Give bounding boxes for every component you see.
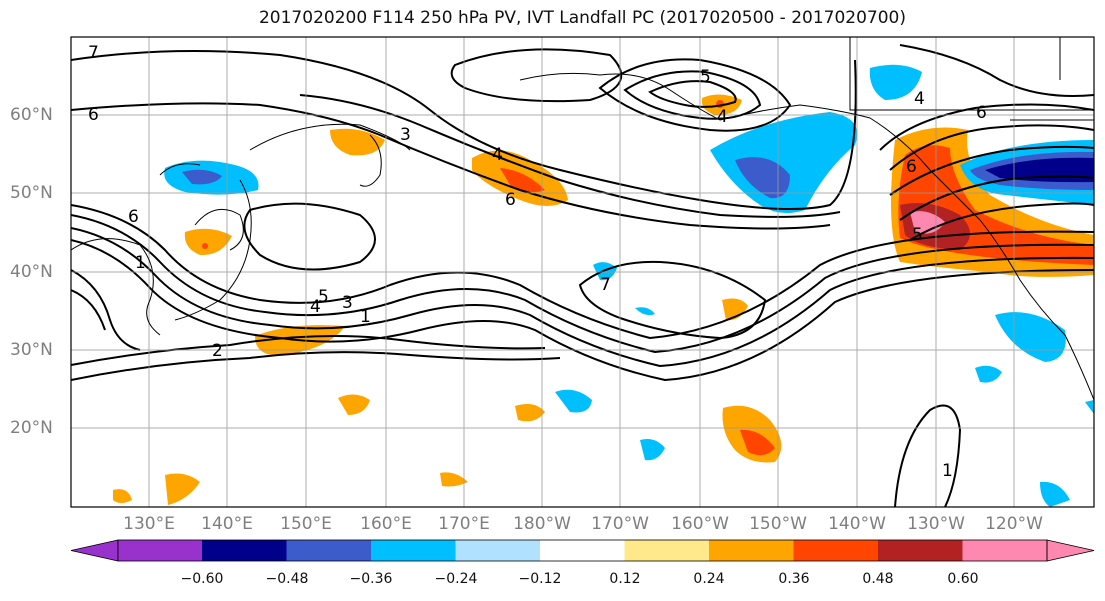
contour-label: 3 (400, 125, 411, 145)
colorbar-tick-label: −0.24 (434, 571, 478, 587)
colorbar-tick-label: 0.48 (862, 571, 894, 587)
contour-label: 6 (505, 190, 516, 210)
colorbar-tick-label: −0.60 (180, 571, 224, 587)
colorbar-extend-low (70, 539, 119, 562)
colorbar-tick-label: 0.36 (778, 571, 810, 587)
colorbar-segment (202, 540, 287, 561)
colorbar-tick-label: 0.12 (609, 571, 641, 587)
colorbar-segment (371, 540, 456, 561)
lon-label: 160°E (360, 514, 412, 534)
lat-label: 60°N (10, 105, 53, 125)
colorbar-segment (793, 540, 878, 561)
contour-label: 4 (310, 297, 321, 317)
contour-label: 4 (914, 89, 925, 109)
coastlines (71, 37, 1094, 401)
contour-label: 4 (717, 107, 728, 127)
colorbar-segment (709, 540, 794, 561)
colorbar-tick-label: −0.48 (265, 571, 309, 587)
contour-label: 3 (342, 293, 353, 313)
lon-label: 140°W (828, 514, 886, 534)
colorbar-segment (540, 540, 625, 561)
map-frame (70, 36, 1095, 508)
colorbar-tick-label: −0.12 (518, 571, 562, 587)
contour-label: 1 (135, 253, 146, 273)
contour-label: 5 (912, 225, 923, 245)
lon-label: 150°E (280, 514, 332, 534)
contour-label-group: 7 6 6 6 5 4 4 4 3 3 2 1 1 6 5 4 6 5 1 7 (88, 43, 987, 481)
contour-label: 6 (906, 157, 917, 177)
colorbar-segment (286, 540, 371, 561)
contour-label: 5 (318, 287, 329, 307)
lon-label: 150°W (749, 514, 807, 534)
lon-label: 170°W (591, 514, 649, 534)
colorbar-tick-label: 0.24 (693, 571, 725, 587)
lon-label: 120°W (985, 514, 1043, 534)
contour-label: 6 (88, 105, 99, 125)
contour-label: 5 (700, 67, 711, 87)
lon-label: 170°E (438, 514, 490, 534)
lon-label: 130°W (907, 514, 965, 534)
lon-label: 130°E (123, 514, 175, 534)
figure-title: 2017020200 F114 250 hPa PV, IVT Landfall… (258, 8, 906, 28)
pv-contours (71, 44, 1094, 507)
lat-label: 30°N (10, 340, 53, 360)
colorbar-segment (455, 540, 540, 561)
colorbar-segment (118, 540, 202, 561)
lon-label: 180°W (513, 514, 571, 534)
contour-label: 6 (976, 103, 987, 123)
colorbar-segment (878, 540, 963, 561)
graticule (71, 37, 1094, 507)
contour-label: 1 (360, 307, 371, 327)
contour-label: 2 (212, 341, 223, 361)
contour-label: 7 (88, 43, 99, 63)
contour-label: 7 (600, 275, 611, 295)
lat-label: 20°N (10, 418, 53, 438)
colorbar-segment (624, 540, 709, 561)
contour-label: 6 (128, 207, 139, 227)
colorbar-frame (117, 539, 1048, 562)
contour-label: 4 (492, 145, 503, 165)
lon-label: 140°E (201, 514, 253, 534)
colorbar (70, 539, 1095, 562)
lat-label: 50°N (10, 183, 53, 203)
colorbar-tick-label: 0.60 (947, 571, 979, 587)
colorbar-tick-label: −0.36 (349, 571, 393, 587)
lon-label: 160°W (671, 514, 729, 534)
lat-label: 40°N (10, 262, 53, 282)
colorbar-extend-high (1046, 539, 1095, 562)
colorbar-segment (962, 540, 1047, 561)
contour-label: 1 (942, 461, 953, 481)
